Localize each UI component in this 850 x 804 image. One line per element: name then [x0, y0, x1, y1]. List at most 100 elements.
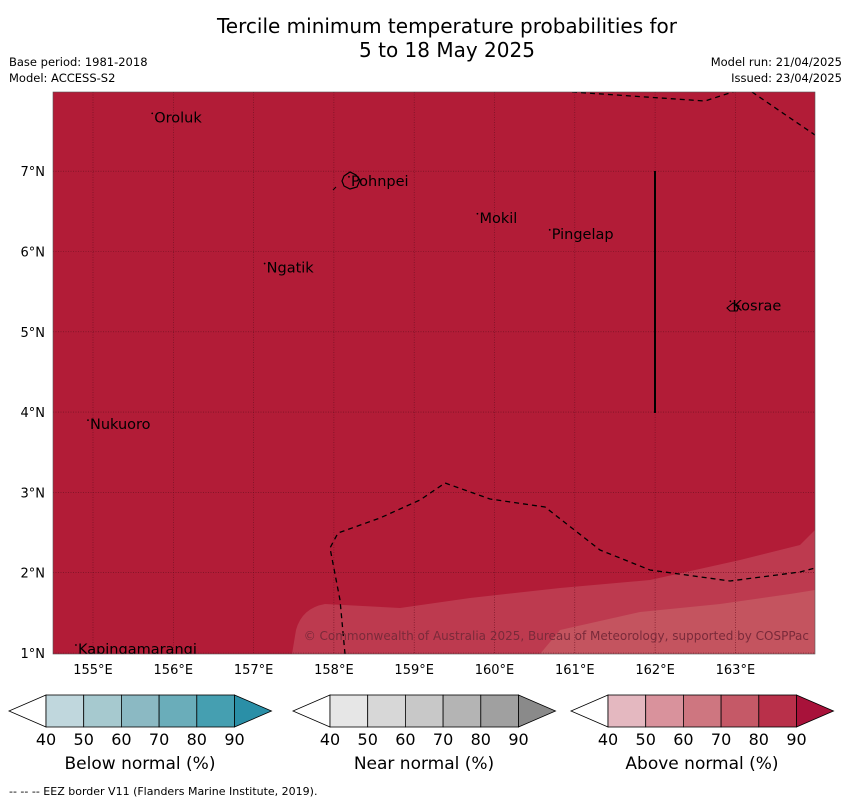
probability-field-60	[540, 590, 815, 654]
island-label: Kosrae	[732, 298, 781, 314]
near-normal-label: Near normal (%)	[353, 754, 495, 774]
lon-tick-label: 159°E	[394, 663, 434, 678]
footer-note: -- -- -- EEZ border V11 (Flanders Marine…	[9, 785, 318, 798]
colorbar-segment	[758, 694, 797, 728]
colorbar: 40 50 60 70 80 90	[569, 694, 835, 749]
map-area: © Commonwealth of Australia 2025, Bureau…	[53, 92, 815, 658]
colorbar-segment	[329, 694, 369, 728]
island-label: Pohnpei	[351, 174, 409, 190]
colorbar-segment	[45, 694, 85, 728]
colorbar-high-extension	[796, 694, 835, 728]
colorbar-tick-label: 50	[636, 730, 656, 749]
colorbar: 40 50 60 70 80 90	[291, 694, 557, 749]
colorbar-high-extension	[234, 694, 273, 728]
colorbars: 40 50 60 70 80 90 40 50 60 70 80 90 40 50 60 70 80 90	[7, 694, 835, 749]
colorbar-tick-label: 50	[74, 730, 94, 749]
base-period: Base period: 1981-2018	[9, 55, 148, 69]
colorbar-tick-label: 80	[749, 730, 769, 749]
island-label: Oroluk	[154, 110, 202, 126]
island-label: Kapingamarangi	[78, 642, 197, 658]
title-line-2: 5 to 18 May 2025	[359, 38, 535, 62]
colorbar-low-extension	[291, 694, 331, 728]
lat-tick-label: 3°N	[21, 486, 46, 501]
lat-tick-label: 7°N	[21, 165, 46, 180]
colorbar-segment	[607, 694, 647, 728]
model-name: Model: ACCESS-S2	[9, 71, 116, 85]
eez-border-northeast	[751, 92, 815, 136]
colorbar-low-extension	[569, 694, 609, 728]
eez-border-south	[329, 482, 815, 654]
lon-tick-label: 160°E	[475, 663, 515, 678]
island-marker	[548, 228, 551, 231]
colorbar-segment	[480, 694, 519, 728]
colorbar-tick-label: 40	[36, 730, 56, 749]
title-line-1: Tercile minimum temperature probabilitie…	[216, 14, 678, 38]
lon-tick-label: 163°E	[716, 663, 756, 678]
longitude-axis: 155°E 156°E 157°E 158°E 159°E 160°E 161°E 162°E…	[73, 663, 755, 678]
model-run: Model run: 21/04/2025	[710, 55, 842, 69]
colorbar-tick-label: 60	[111, 730, 131, 749]
map-frame	[52, 91, 816, 655]
probability-field-80	[53, 92, 815, 654]
chart-title: Tercile minimum temperature probabilitie…	[0, 14, 850, 62]
colorbar: 40 50 60 70 80 90	[7, 694, 273, 749]
colorbar-segment	[121, 694, 160, 728]
colorbar-segment	[83, 694, 122, 728]
island-labels: Oroluk Pohnpei Mokil Pingelap Ngatik Kosrae Nu…	[75, 110, 781, 658]
colorbar-segment	[196, 694, 235, 728]
meta-right: Model run: 21/04/2025 Issued: 23/04/2025	[711, 54, 842, 86]
colorbar-tick-label: 90	[224, 730, 244, 749]
colorbar-segment	[404, 694, 444, 728]
eez-border	[329, 92, 815, 654]
colorbar-tick-label: 70	[711, 730, 731, 749]
island-marker	[348, 175, 350, 178]
colorbar-tick-label: 40	[598, 730, 618, 749]
island-label: Ngatik	[267, 261, 315, 277]
lon-tick-label: 157°E	[234, 663, 274, 678]
colorbar-tick-label: 80	[187, 730, 207, 749]
island-marker	[729, 300, 732, 303]
below-normal-label: Below normal (%)	[64, 754, 216, 774]
colorbar-tick-label: 90	[508, 730, 528, 749]
colorbar-tick-label: 70	[433, 730, 453, 749]
colorbar-segment	[367, 694, 406, 728]
colorbar-segment	[645, 694, 684, 728]
colorbar-tick-label: 50	[358, 730, 378, 749]
colorbar-high-extension	[518, 694, 557, 728]
lon-tick-label: 161°E	[555, 663, 595, 678]
island-label: Mokil	[479, 211, 517, 227]
colorbar-tick-label: 60	[395, 730, 415, 749]
colorbar-segment	[442, 694, 482, 728]
lat-tick-label: 6°N	[21, 246, 46, 261]
colorbar-tick-label: 90	[786, 730, 806, 749]
lon-tick-label: 162°E	[635, 663, 675, 678]
colorbar-tick-label: 60	[673, 730, 693, 749]
colorbar-tick-label: 70	[149, 730, 169, 749]
island-marker	[75, 644, 77, 646]
copyright-text: © Commonwealth of Australia 2025, Bureau…	[304, 629, 809, 643]
kosrae-coastline	[726, 302, 740, 312]
colorbar-tick-label: 40	[320, 730, 340, 749]
above-normal-label: Above normal (%)	[625, 754, 779, 774]
lon-tick-label: 155°E	[73, 663, 113, 678]
meta-left: Base period: 1981-2018 Model: ACCESS-S2	[9, 54, 148, 86]
lat-tick-label: 2°N	[21, 567, 46, 582]
colorbar-tick-label: 80	[471, 730, 491, 749]
latitude-axis: 7°N 6°N 5°N 4°N 3°N 2°N 1°N	[21, 165, 46, 662]
island-marker	[151, 112, 154, 115]
lat-tick-label: 4°N	[21, 406, 46, 421]
pohnpei-coastline	[341, 171, 361, 190]
lat-tick-label: 5°N	[21, 326, 46, 341]
issued-date: Issued: 23/04/2025	[731, 71, 842, 85]
island-label: Pingelap	[552, 227, 614, 243]
colorbar-segment	[720, 694, 760, 728]
island-marker	[263, 262, 266, 265]
lon-tick-label: 156°E	[154, 663, 194, 678]
colorbar-segment	[158, 694, 198, 728]
island-marker	[87, 419, 89, 422]
pohnpei-islet	[332, 186, 337, 191]
island-marker	[476, 212, 479, 215]
lon-tick-label: 158°E	[314, 663, 354, 678]
colorbar-segment	[683, 694, 722, 728]
